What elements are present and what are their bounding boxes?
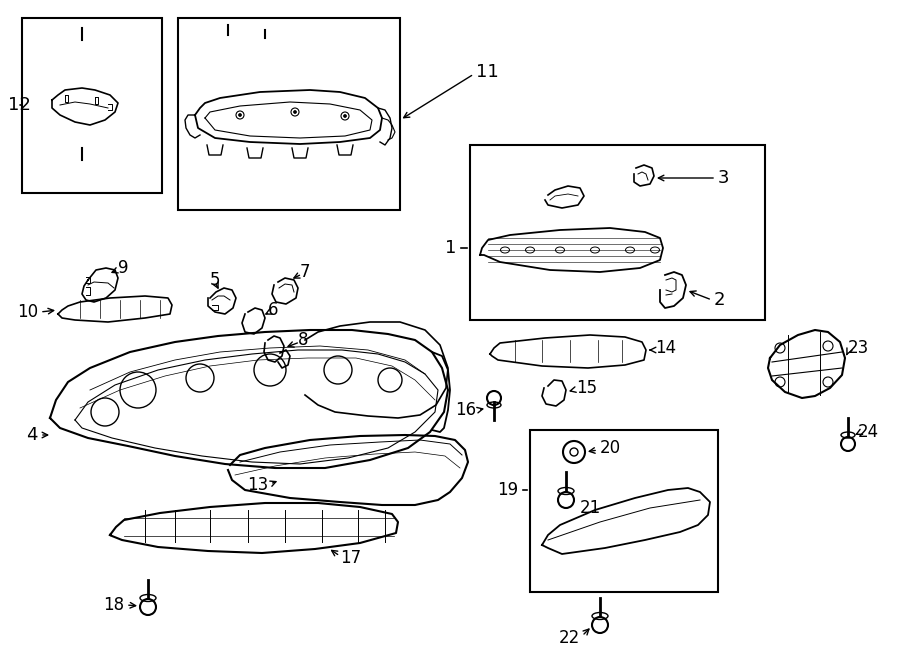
Text: 8: 8: [298, 331, 309, 349]
Text: 21: 21: [580, 499, 601, 517]
Text: 23: 23: [848, 339, 869, 357]
Bar: [530, 430, 718, 592]
Text: 19: 19: [497, 481, 518, 499]
Bar: [470, 145, 765, 320]
Text: 9: 9: [118, 259, 129, 277]
Bar: [22, 18, 162, 193]
Text: 11: 11: [476, 63, 499, 81]
Circle shape: [238, 114, 241, 116]
Text: 22: 22: [559, 629, 580, 647]
Text: 12: 12: [8, 96, 31, 114]
Text: 3: 3: [718, 169, 730, 187]
Text: 13: 13: [247, 476, 268, 494]
Circle shape: [293, 110, 296, 114]
Text: 15: 15: [576, 379, 597, 397]
Circle shape: [344, 114, 346, 118]
Text: 6: 6: [268, 301, 278, 319]
Text: 7: 7: [300, 263, 310, 281]
Text: 14: 14: [655, 339, 676, 357]
Text: 16: 16: [454, 401, 476, 419]
Bar: [178, 18, 400, 210]
Text: 17: 17: [340, 549, 361, 567]
Text: 24: 24: [858, 423, 879, 441]
Text: 2: 2: [714, 291, 725, 309]
Text: 10: 10: [17, 303, 38, 321]
Text: 18: 18: [103, 596, 124, 614]
Text: 4: 4: [26, 426, 38, 444]
Text: 5: 5: [210, 271, 220, 289]
Text: 20: 20: [600, 439, 621, 457]
Text: 1: 1: [445, 239, 456, 257]
